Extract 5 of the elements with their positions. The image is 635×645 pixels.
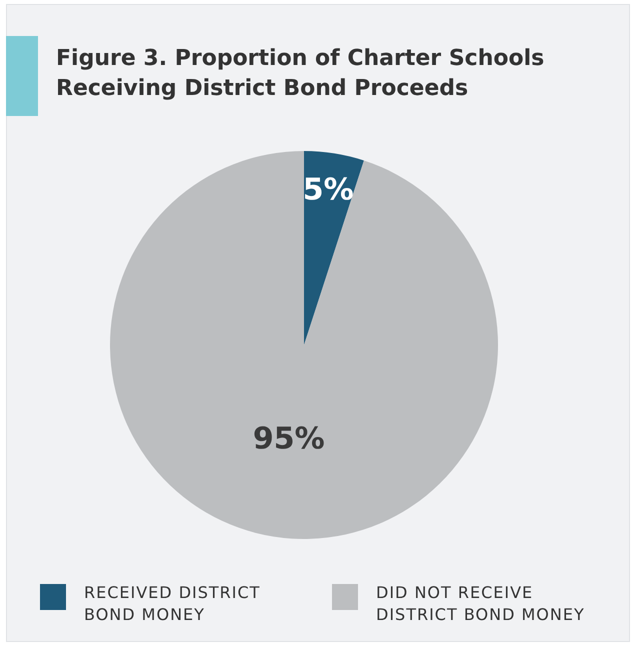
data-label: 95% <box>252 422 325 457</box>
data-label: 5% <box>302 172 354 208</box>
legend-label: RECEIVED DISTRICT BOND MONEY <box>84 582 262 626</box>
legend-label: DID NOT RECEIVE DISTRICT BOND MONEY <box>376 582 586 626</box>
chart-title: Figure 3. Proportion of Charter Schools Receiving District Bond Proceeds <box>56 45 546 103</box>
